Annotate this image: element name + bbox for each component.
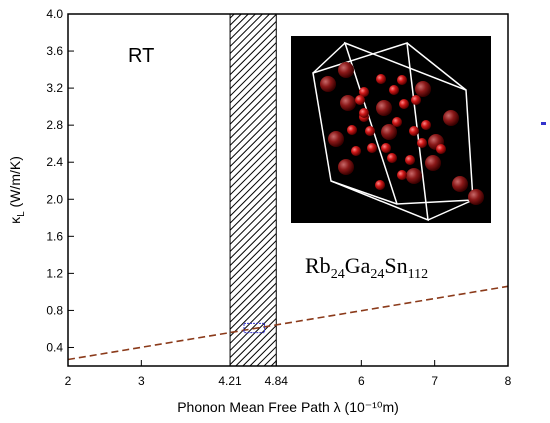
atom-small xyxy=(399,99,409,109)
edge-mark xyxy=(541,122,546,125)
atom-large xyxy=(415,81,431,97)
plot-area: RT Rb24Ga24Sn112 xyxy=(67,13,509,367)
y-tick-label: 2.4 xyxy=(46,155,63,169)
atom-small xyxy=(417,138,427,148)
marker-box xyxy=(243,322,266,334)
y-tick-label: 1.2 xyxy=(46,266,63,280)
atom-small xyxy=(397,170,407,180)
atom-small xyxy=(389,85,399,95)
y-tick-label: 4.0 xyxy=(46,7,63,21)
atom-large xyxy=(340,95,356,111)
atom-small xyxy=(436,144,446,154)
atom-large xyxy=(320,76,336,92)
atom-small xyxy=(421,120,431,130)
cell-edge xyxy=(312,42,346,74)
x-tick-label: 6 xyxy=(358,374,365,388)
atom-small xyxy=(405,155,415,165)
axes: 2 3 4.21 4.84 6 7 8 0.4 0.8 1.2 1.6 2.0 2.4 2.8 3.2 3.6… xyxy=(7,7,546,415)
x-tick-label: 3 xyxy=(138,374,145,388)
x-axis-title: Phonon Mean Free Path λ (10⁻¹⁰m) xyxy=(177,399,399,415)
atom-large xyxy=(381,124,397,140)
x-tick-label: 4.84 xyxy=(265,374,289,388)
atom-small xyxy=(387,153,397,163)
y-tick-label: 2.0 xyxy=(46,192,63,206)
atom-small xyxy=(347,125,357,135)
atom-large xyxy=(443,110,459,126)
atom-large xyxy=(406,168,422,184)
rt-annotation: RT xyxy=(128,45,154,67)
crystal-inset xyxy=(291,36,491,223)
atom-small xyxy=(359,87,369,97)
atom-small xyxy=(375,180,385,190)
cell-edge xyxy=(330,180,398,205)
axes-frame xyxy=(67,13,509,367)
atom-large xyxy=(338,159,354,175)
atom-large xyxy=(376,100,392,116)
atom-small xyxy=(355,95,365,105)
atom-small xyxy=(359,108,369,118)
x-tick-label: 2 xyxy=(65,374,72,388)
y-tick-label: 3.2 xyxy=(46,81,63,95)
atom-small xyxy=(376,74,386,84)
atom-small xyxy=(351,146,361,156)
cell-edge xyxy=(406,42,467,91)
atom-small xyxy=(365,126,375,136)
atom-large xyxy=(328,131,344,147)
atom-small xyxy=(397,75,407,85)
y-tick-label: 3.6 xyxy=(46,44,63,58)
atom-small xyxy=(409,126,419,136)
atom-small xyxy=(367,143,377,153)
atom-large xyxy=(468,189,484,205)
x-tick-label: 7 xyxy=(431,374,438,388)
formula-label: Rb24Ga24Sn112 xyxy=(305,253,428,282)
atom-small xyxy=(381,143,391,153)
y-tick-label: 2.8 xyxy=(46,118,63,132)
y-axis-title: κL (W/m/K) xyxy=(7,156,27,224)
atom-large xyxy=(338,62,354,78)
atom-small xyxy=(392,117,402,127)
hatched-band xyxy=(229,13,277,367)
y-tick-label: 0.4 xyxy=(46,340,63,354)
atom-large xyxy=(425,155,441,171)
y-tick-label: 1.6 xyxy=(46,229,63,243)
x-tick-label: 4.21 xyxy=(218,374,242,388)
kappa-line xyxy=(67,285,509,361)
atom-small xyxy=(411,95,421,105)
atom-large xyxy=(452,176,468,192)
x-tick-label: 8 xyxy=(505,374,512,388)
y-tick-label: 0.8 xyxy=(46,303,63,317)
cell-edge xyxy=(427,199,474,221)
